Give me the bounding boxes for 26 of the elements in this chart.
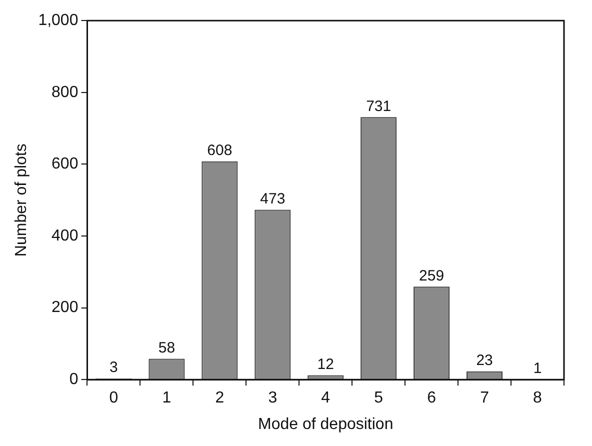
data-label: 1 (533, 360, 542, 377)
y-tick-label: 600 (52, 156, 78, 173)
x-tick-label: 8 (533, 390, 542, 407)
x-tick-label: 2 (215, 390, 224, 407)
data-label: 473 (260, 190, 286, 208)
x-tick-label: 7 (480, 390, 490, 407)
data-label: 12 (317, 356, 334, 373)
data-label: 23 (476, 352, 493, 369)
x-tick-label: 6 (427, 390, 436, 407)
x-axis-title: Mode of deposition (258, 416, 394, 433)
x-tick-label: 1 (162, 390, 172, 407)
data-label: 731 (366, 98, 392, 115)
y-tick-label: 1,000 (38, 12, 78, 30)
data-label: 58 (158, 339, 176, 356)
x-tick-label: 0 (109, 390, 118, 407)
x-tick-label: 3 (268, 390, 278, 407)
y-axis-title: Number of plots (13, 144, 30, 257)
x-tick-label: 5 (374, 390, 384, 407)
y-tick-label: 400 (52, 227, 78, 244)
x-tick-label: 4 (321, 390, 330, 407)
data-label: 259 (419, 267, 444, 284)
y-tick-label: 800 (52, 84, 78, 101)
data-label: 3 (110, 359, 118, 376)
data-label: 608 (207, 142, 232, 159)
y-tick-label: 0 (69, 371, 78, 388)
y-tick-label: 200 (52, 299, 78, 316)
